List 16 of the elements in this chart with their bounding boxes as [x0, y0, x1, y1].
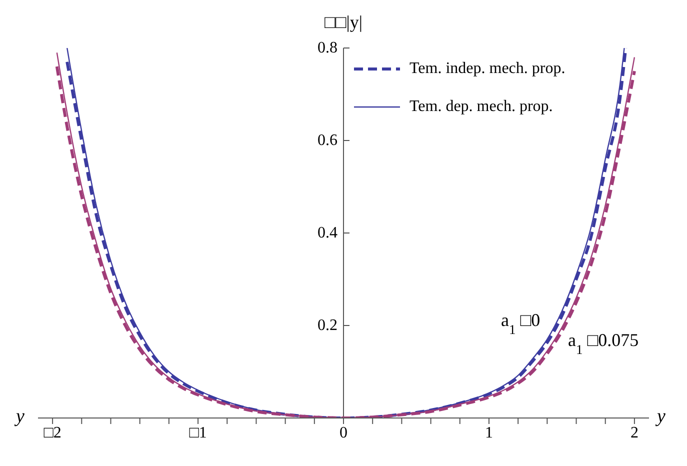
- annotation: a$_{1}$ □0.075: [568, 330, 639, 356]
- legend-label: Tem. indep. mech. prop.: [410, 60, 566, 78]
- x-tick-label: □2: [44, 424, 62, 442]
- x-tick-label: □1: [189, 424, 207, 442]
- legend-label: Tem. dep. mech. prop.: [410, 98, 553, 116]
- y-axis-title: □□|y|: [324, 12, 364, 33]
- x-tick-label: 0: [340, 424, 348, 442]
- y-tick-label: 0.6: [318, 132, 338, 149]
- y-tick-label: 0.2: [318, 317, 338, 334]
- x-axis-title: y: [657, 406, 666, 428]
- x-tick-label: 1: [484, 424, 493, 442]
- y-tick-label: 0.8: [318, 40, 338, 56]
- text: y: [16, 406, 24, 427]
- y-tick-label: 0.4: [318, 224, 338, 242]
- x-tick-label: 2: [630, 424, 638, 442]
- annotation: a$_{1}$ □0: [501, 310, 540, 336]
